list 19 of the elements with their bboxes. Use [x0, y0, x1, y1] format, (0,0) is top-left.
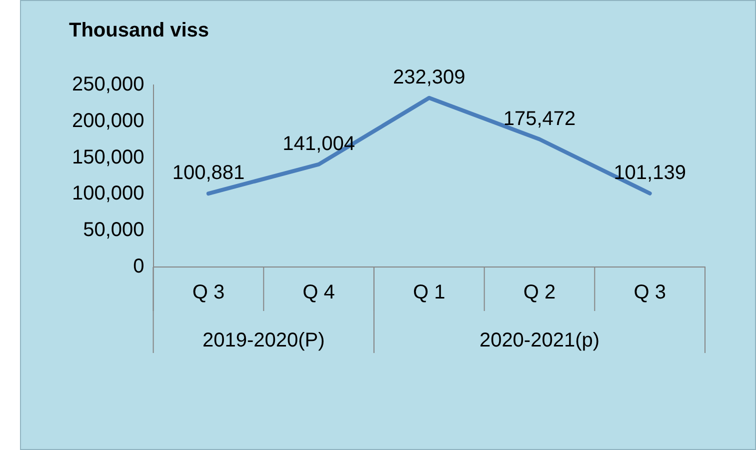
- x-tick-label: Q 3: [634, 282, 666, 304]
- data-label: 100,881: [172, 162, 245, 184]
- x-tick-label: Q 3: [192, 282, 225, 304]
- data-label: 232,309: [393, 66, 466, 88]
- data-label: 101,139: [614, 162, 686, 184]
- y-tick-label: 200,000: [72, 110, 144, 132]
- x-tick-label: Q 1: [413, 282, 446, 304]
- text: 2019-2020(P): [202, 330, 325, 352]
- y-tick-label: 100,000: [72, 182, 144, 205]
- y-tick-label: 50,000: [83, 219, 144, 242]
- y-tick-label: 0: [133, 256, 144, 278]
- text: 2020-2021(p): [479, 330, 600, 352]
- data-label: 141,004: [282, 132, 355, 155]
- x-tick-label: Q 4: [302, 282, 335, 304]
- chart-title: Thousand viss: [69, 20, 210, 42]
- y-tick-label: 150,000: [72, 146, 144, 168]
- x-tick-label: Q 2: [523, 282, 556, 304]
- data-label: 175,472: [503, 108, 576, 130]
- y-tick-label: 250,000: [72, 74, 144, 96]
